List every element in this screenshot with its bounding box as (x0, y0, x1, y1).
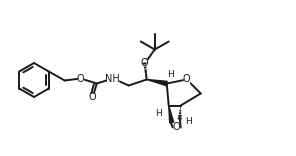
Bar (168, 71, 174, 78)
Polygon shape (147, 80, 167, 86)
Bar (107, 75, 118, 83)
Bar (78, 75, 83, 83)
Text: H: H (167, 70, 174, 79)
Bar (186, 119, 192, 124)
Bar (174, 124, 179, 132)
Bar (156, 110, 162, 117)
Text: H: H (185, 117, 192, 126)
Text: O: O (141, 58, 149, 68)
Text: O: O (77, 73, 85, 83)
Text: O: O (173, 122, 181, 132)
Bar (90, 93, 96, 102)
Bar (142, 59, 147, 68)
Text: H: H (155, 109, 162, 118)
Polygon shape (169, 105, 174, 123)
Bar (184, 76, 189, 83)
Text: NH: NH (105, 73, 120, 83)
Text: O: O (89, 93, 96, 102)
Text: O: O (183, 75, 191, 85)
